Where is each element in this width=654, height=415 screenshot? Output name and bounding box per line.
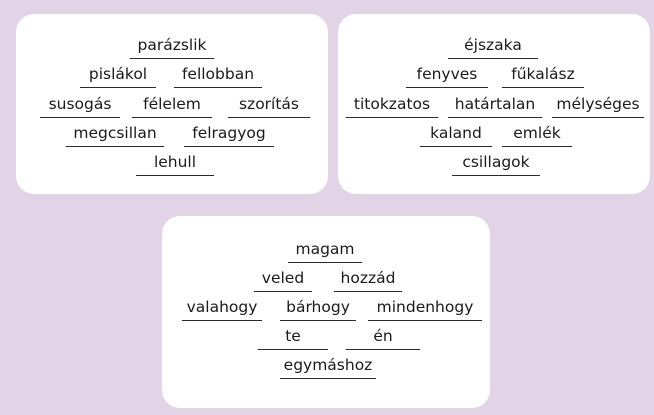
word-card-2: éjszaka fenyves fűkalász titokzatos hatá… [338,14,650,194]
word-item: pislákol [80,65,156,88]
word-item: hozzád [334,269,402,292]
word-item: mélységes [552,95,644,118]
word-item: határtalan [448,95,542,118]
word-card-1: parázslik pislákol fellobban susogás fél… [16,14,328,194]
word-item: éjszaka [448,36,538,59]
word-item: te [258,327,328,350]
word-item: fenyves [406,65,488,88]
word-item: kaland [420,124,492,147]
word-item: parázslik [130,36,214,59]
word-item: valahogy [182,298,262,321]
word-item: csillagok [452,153,540,176]
word-item: én [346,327,420,350]
word-item: megcsillan [66,124,164,147]
word-item: fűkalász [502,65,584,88]
word-item: titokzatos [346,95,438,118]
word-item: magam [288,240,362,263]
word-item: fellobban [174,65,262,88]
word-card-3: magam veled hozzád valahogy bárhogy mind… [162,216,490,408]
word-item: veled [254,269,312,292]
word-item: emlék [502,124,572,147]
word-item: mindenhogy [368,298,482,321]
word-item: félelem [132,95,212,118]
word-item: egymáshoz [280,356,376,379]
word-item: bárhogy [280,298,356,321]
word-item: lehull [136,153,214,176]
word-item: szorítás [228,95,310,118]
word-item: felragyog [184,124,274,147]
word-item: susogás [40,95,120,118]
